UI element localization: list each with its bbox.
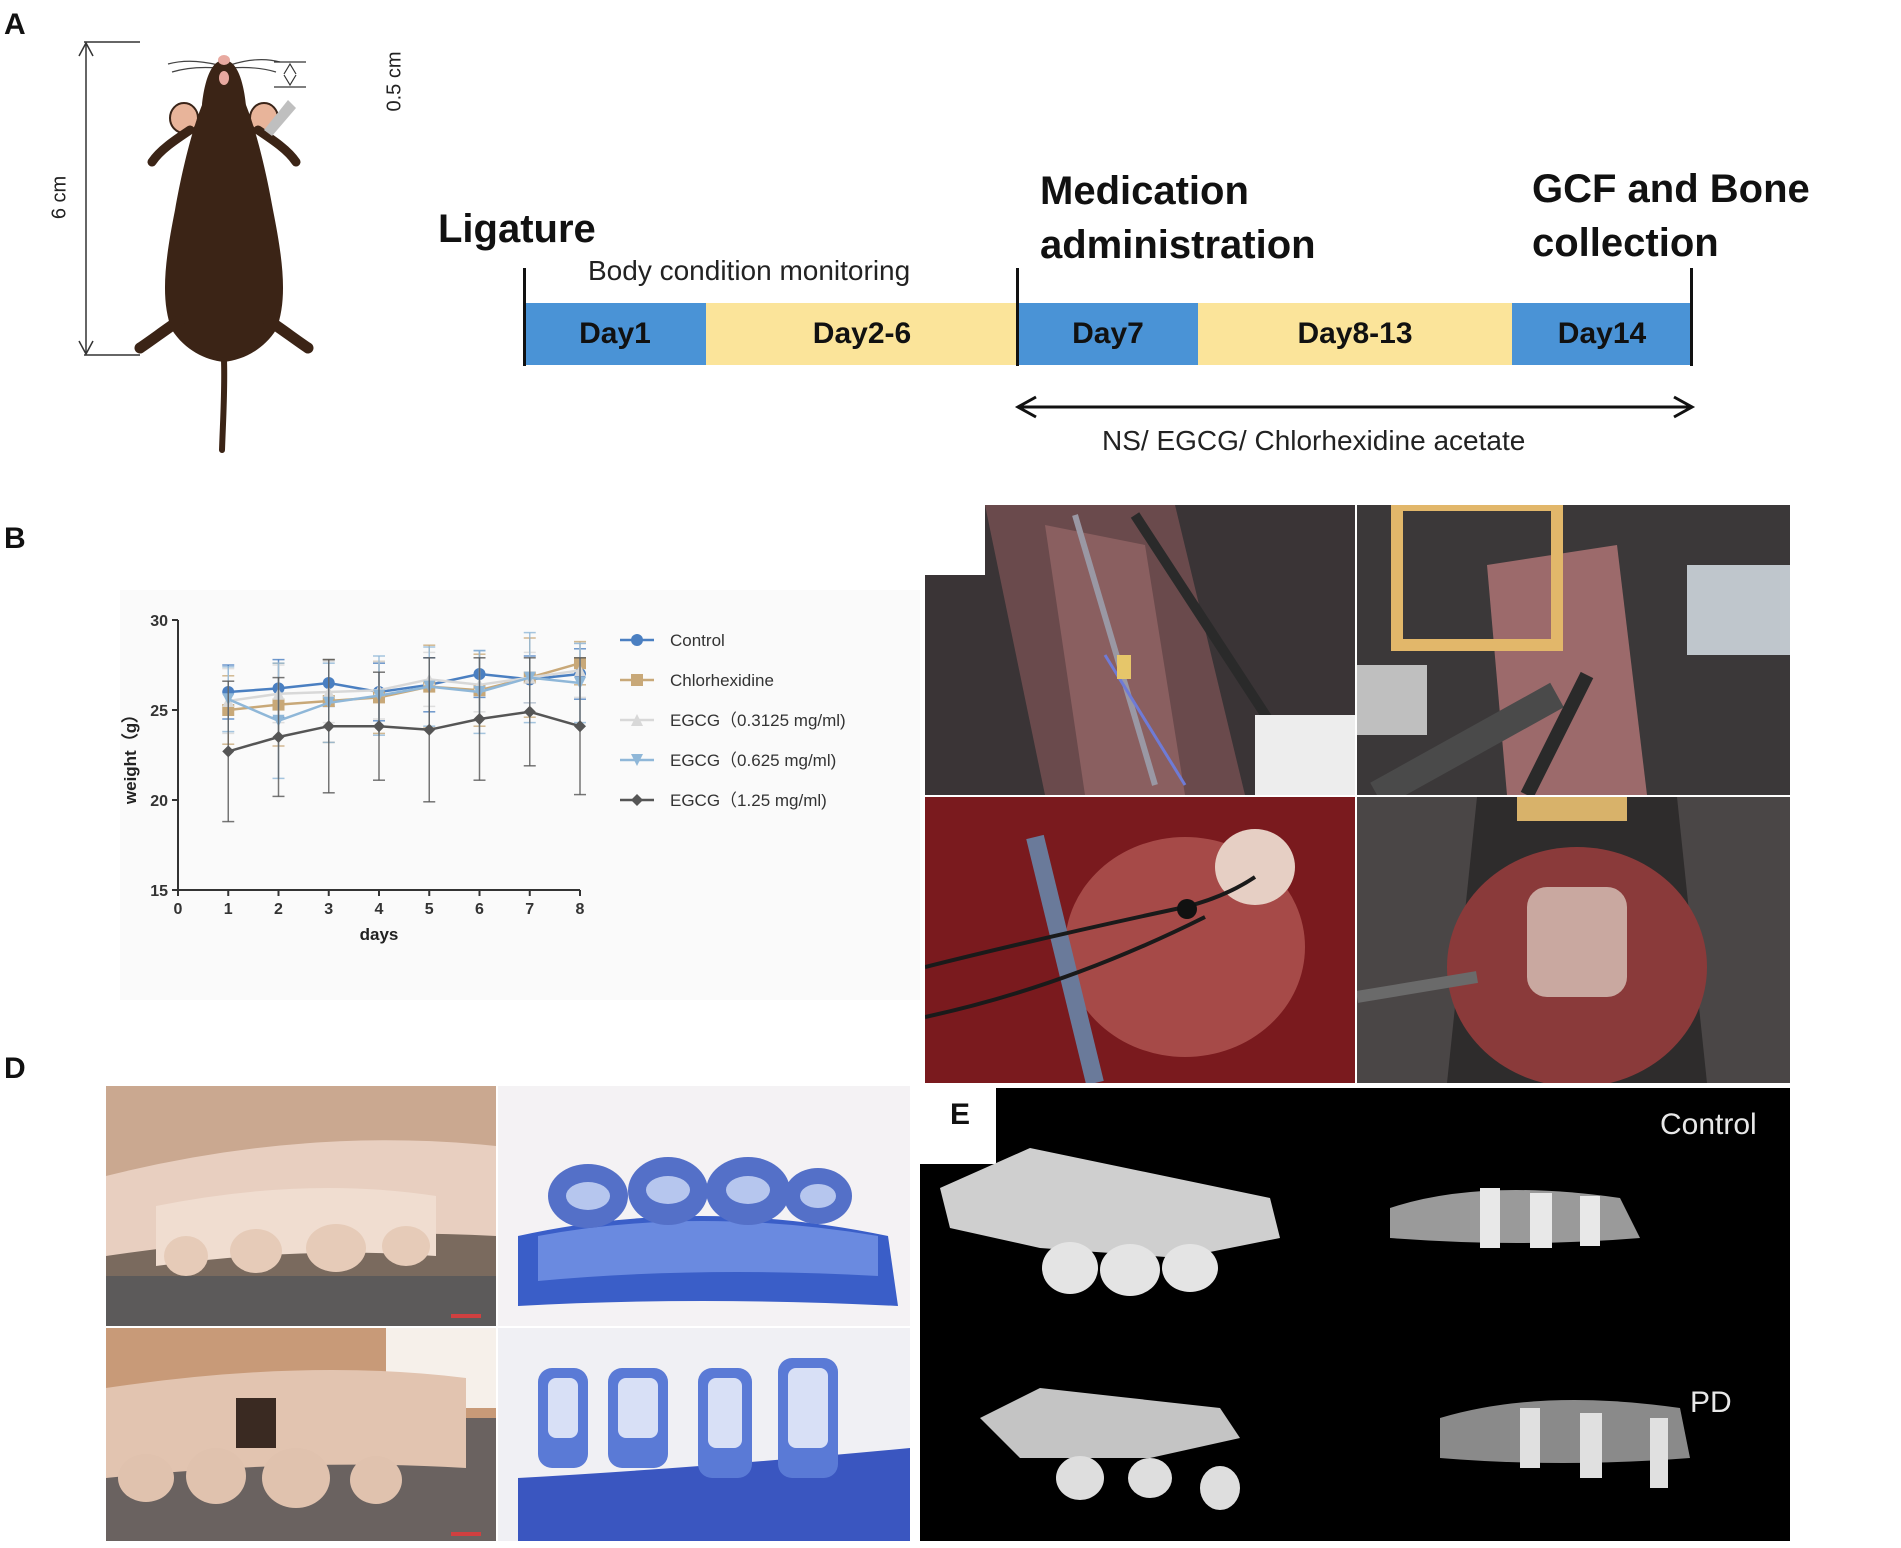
treatment-span-arrow [1014,395,1696,419]
maxilla-photo-control [106,1086,496,1326]
legend-marker [631,714,643,726]
y-tick-label: 30 [150,613,168,630]
mouse-illustration [78,41,314,453]
legend-label: Control [670,631,725,650]
collection-heading-line2: collection [1532,221,1719,265]
timeline-tick-start [523,268,526,366]
panel-label-d: D [4,1052,26,1085]
series-line-4 [227,710,581,753]
segment-day7: Day7 [1018,303,1198,365]
medication-heading-line2: administration [1040,223,1316,267]
x-tick-label: 2 [274,901,283,918]
medication-heading-line1: Medication [1040,169,1249,213]
x-tick-label: 0 [174,901,183,918]
micro-ct-panel [920,1088,1790,1541]
treatments-label: NS/ EGCG/ Chlorhexidine acetate [1102,425,1526,456]
mouse-length-label: 6 cm [48,175,71,220]
chart-background [120,590,920,1000]
monitoring-label: Body condition monitoring [588,255,911,286]
panel-label-a: A [4,8,26,41]
y-tick-label: 20 [150,793,168,810]
data-point [322,720,335,733]
x-tick-label: 1 [224,901,233,918]
x-tick-label: 5 [425,901,434,918]
timeline-tick-end [1690,268,1693,366]
legend-label: EGCG（0.625 mg/ml) [670,751,836,770]
surgery-photo-4 [1357,797,1790,1083]
timeline-tick-medication [1016,268,1019,366]
weight-chart: 15 20 25 30 0 1 2 3 4 5 6 7 8 days weight（g） Control Chl… [120,613,846,944]
legend-label: EGCG（1.25 mg/ml) [670,791,827,810]
stained-maxilla-control [498,1086,910,1326]
x-tick-label: 6 [475,901,484,918]
legend-label: EGCG（0.3125 mg/ml) [670,711,846,730]
series-line-3 [227,676,581,723]
x-axis-label: days [360,925,399,944]
data-point [272,731,285,743]
stained-maxilla-pd [498,1328,910,1541]
segment-day8-13: Day8-13 [1198,303,1512,365]
data-point [523,705,536,718]
surgery-photo-3 [925,797,1355,1083]
data-point [473,713,486,725]
y-axis-label: weight（g） [120,706,140,805]
ligature-heading: Ligature [438,207,596,251]
data-point [222,745,235,758]
panel-label-e: E [950,1098,971,1131]
legend-marker [631,674,643,686]
x-tick-label: 4 [375,901,384,918]
data-point [373,720,385,733]
data-point [423,723,436,736]
y-tick-label: 15 [150,883,168,900]
maxilla-photo-pd [106,1328,496,1541]
x-tick-label: 8 [576,901,585,918]
ligature-offset-label: 0.5 cm [383,51,406,112]
legend-marker [631,794,643,806]
legend-label: Chlorhexidine [670,671,774,690]
surgery-photo-1 [925,505,1355,795]
surgery-photo-2 [1357,505,1790,795]
x-tick-label: 3 [324,901,333,918]
timeline-bar: Day1 Day2-6 Day7 Day8-13 Day14 [524,303,1692,365]
legend-marker [631,754,643,766]
micro-ct-pd-label: PD [1690,1386,1732,1419]
data-point [574,720,586,733]
collection-heading-line1: GCF and Bone [1532,167,1810,211]
micro-ct-control-label: Control [1660,1108,1757,1141]
segment-day1: Day1 [524,303,706,365]
panel-label-b: B [4,522,26,555]
x-tick-label: 7 [525,901,534,918]
legend-marker [631,634,643,646]
segment-day14: Day14 [1512,303,1692,365]
y-tick-label: 25 [150,703,168,720]
segment-day2-6: Day2-6 [706,303,1018,365]
